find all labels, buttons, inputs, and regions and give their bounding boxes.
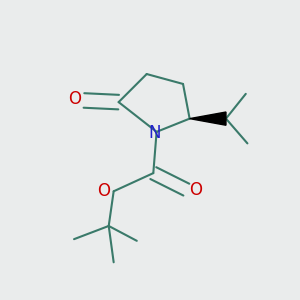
- Text: O: O: [68, 90, 81, 108]
- Text: N: N: [149, 124, 161, 142]
- Polygon shape: [190, 112, 226, 125]
- Text: O: O: [97, 182, 110, 200]
- Text: O: O: [189, 181, 202, 199]
